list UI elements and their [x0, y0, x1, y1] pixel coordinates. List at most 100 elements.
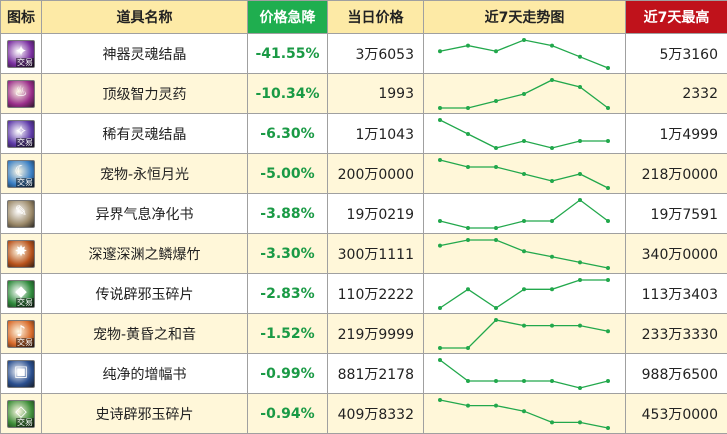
trend-point: [606, 277, 610, 282]
week-high: 340万0000: [625, 233, 727, 274]
soul-crystal-icon: ✧ 交易: [7, 119, 35, 148]
current-price: 409万8332: [327, 393, 424, 434]
trend-point: [522, 323, 526, 328]
trend-point: [606, 265, 610, 270]
item-name: 神器灵魂结晶: [41, 33, 248, 74]
trend-line: [439, 198, 609, 229]
trend-sparkline: [438, 77, 610, 110]
trend-line: [439, 118, 608, 149]
table-row: ♨ 顶级智力灵药 -10.34% 1993 2332: [0, 73, 727, 114]
trend-point: [606, 425, 610, 430]
trend-point: [494, 98, 498, 103]
week-high: 113万3403: [625, 273, 727, 314]
trend-point: [578, 419, 582, 424]
trend-sparkline: [438, 157, 610, 190]
trend-point: [438, 357, 442, 362]
trend-point: [466, 131, 470, 136]
trend-point: [522, 171, 526, 176]
icon-cell: ♨: [0, 73, 42, 114]
trend-sparkline: [438, 397, 610, 430]
trend-cell: [423, 33, 626, 74]
trade-tag: 交易: [16, 177, 34, 187]
trend-point: [438, 117, 442, 122]
trend-point: [438, 218, 442, 223]
trend-point: [578, 171, 582, 176]
trend-sparkline: [438, 37, 610, 70]
header-icon: 图标: [0, 0, 42, 34]
icon-cell: ♪ 交易: [0, 313, 42, 354]
trend-point: [466, 225, 470, 230]
current-price: 219万9999: [327, 313, 424, 354]
item-name: 传说辟邪玉碎片: [41, 273, 248, 314]
price-drop: -5.00%: [247, 153, 328, 194]
item-name: 顶级智力灵药: [41, 73, 248, 114]
week-high: 19万7591: [625, 193, 727, 234]
table-row: ✸ 深邃深渊之鳞爆竹 -3.30% 300万1111 340万0000: [0, 233, 727, 274]
price-drop: -0.94%: [247, 393, 328, 434]
trend-point: [522, 37, 526, 42]
trend-sparkline: [438, 317, 610, 350]
table-row: ☾ 交易 宠物-永恒月光 -5.00% 200万0000 218万0000: [0, 153, 727, 194]
current-price: 110万2222: [327, 273, 424, 314]
item-name: 稀有灵魂结晶: [41, 113, 248, 154]
header-trend: 近7天走势图: [423, 0, 626, 34]
trend-point: [578, 277, 582, 282]
trend-point: [494, 403, 498, 408]
trade-tag: 交易: [16, 297, 34, 307]
trend-point: [578, 197, 582, 202]
header-name: 道具名称: [41, 0, 248, 34]
trade-tag: 交易: [16, 137, 34, 147]
trend-point: [466, 286, 470, 291]
trend-point: [438, 105, 442, 110]
trend-line: [439, 238, 609, 269]
item-name: 纯净的增幅书: [41, 353, 248, 394]
item-name: 异界气息净化书: [41, 193, 248, 234]
current-price: 3万6053: [327, 33, 424, 74]
icon-cell: ✦ 交易: [0, 33, 42, 74]
trend-point: [550, 378, 554, 383]
header-price: 当日价格: [327, 0, 424, 34]
price-drop: -6.30%: [247, 113, 328, 154]
price-drop: -41.55%: [247, 33, 328, 74]
table-row: ◇ 交易 史诗辟邪玉碎片 -0.94% 409万8332 453万0000: [0, 393, 727, 434]
trend-point: [578, 385, 582, 390]
trend-cell: [423, 313, 626, 354]
trend-point: [606, 65, 610, 70]
trend-point: [550, 77, 554, 82]
twilight-orb-icon: ♪ 交易: [7, 319, 35, 348]
trend-point: [550, 286, 554, 291]
current-price: 1993: [327, 73, 424, 114]
price-drop: -10.34%: [247, 73, 328, 114]
price-drop: -3.30%: [247, 233, 328, 274]
trend-point: [466, 164, 470, 169]
trend-point: [438, 157, 442, 162]
trend-cell: [423, 153, 626, 194]
trade-tag: 交易: [16, 417, 34, 427]
trend-point: [522, 91, 526, 96]
table-row: ▣ 纯净的增幅书 -0.99% 881万2178 988万6500: [0, 353, 727, 394]
trend-point: [522, 218, 526, 223]
trend-point: [578, 323, 582, 328]
trade-tag: 交易: [16, 337, 34, 347]
trend-sparkline: [438, 277, 610, 310]
price-drop: -0.99%: [247, 353, 328, 394]
icon-cell: ◆ 交易: [0, 273, 42, 314]
trend-sparkline: [438, 237, 610, 270]
purple-crystal-icon: ✦ 交易: [7, 39, 35, 68]
trend-point: [494, 378, 498, 383]
trend-point: [578, 259, 582, 264]
trend-point: [494, 225, 498, 230]
firecracker-icon: ✸: [7, 239, 35, 268]
price-drop: -2.83%: [247, 273, 328, 314]
trend-point: [522, 138, 526, 143]
scroll-icon: ✎: [7, 199, 35, 228]
trend-cell: [423, 73, 626, 114]
week-high: 453万0000: [625, 393, 727, 434]
trend-point: [606, 185, 610, 190]
header-drop: 价格急降: [247, 0, 328, 34]
trend-point: [606, 328, 610, 333]
trend-point: [606, 138, 610, 143]
trend-sparkline: [438, 117, 610, 150]
